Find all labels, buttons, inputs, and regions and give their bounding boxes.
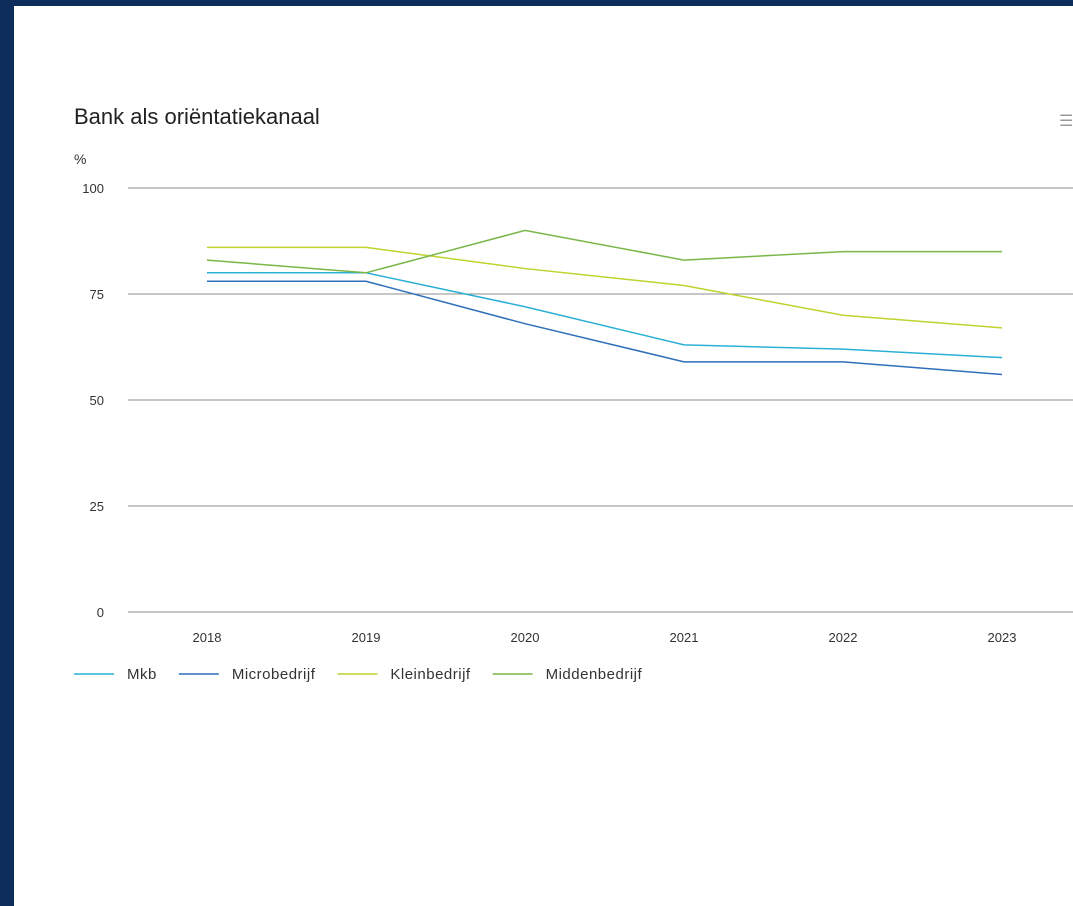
- y-tick-label: 50: [90, 393, 104, 408]
- y-tick-label: 25: [90, 499, 104, 514]
- x-tick-label: 2020: [511, 630, 540, 645]
- chart-panel: [14, 6, 1073, 906]
- legend-item-microbedrijf[interactable]: Microbedrijf: [178, 666, 316, 683]
- y-axis-unit: %: [74, 151, 86, 167]
- y-tick-label: 0: [97, 605, 104, 620]
- legend-label: Mkb: [127, 666, 157, 683]
- y-tick-label: 75: [90, 287, 104, 302]
- legend-label: Microbedrijf: [232, 666, 316, 683]
- series-line-kleinbedrijf[interactable]: [207, 246, 1003, 329]
- menu-icon[interactable]: ☰: [1059, 114, 1073, 130]
- series-line-microbedrijf[interactable]: [207, 280, 1003, 376]
- x-tick-label: 2018: [193, 630, 222, 645]
- series-line-mkb[interactable]: [207, 272, 1003, 359]
- x-tick-label: 2023: [988, 630, 1017, 645]
- x-tick-label: 2021: [670, 630, 699, 645]
- series-line-middenbedrijf[interactable]: [206, 229, 1002, 274]
- legend-item-kleinbedrijf[interactable]: Kleinbedrijf: [337, 666, 471, 683]
- chart-title: Bank als oriëntatiekanaal: [74, 104, 320, 129]
- x-tick-label: 2022: [829, 630, 858, 645]
- x-tick-label: 2019: [352, 630, 381, 645]
- legend-item-mkb[interactable]: Mkb: [74, 666, 157, 683]
- legend-item-middenbedrijf[interactable]: Middenbedrijf: [492, 666, 643, 683]
- legend-label: Kleinbedrijf: [390, 666, 471, 683]
- legend-label: Middenbedrijf: [546, 666, 643, 683]
- y-tick-label: 100: [82, 181, 104, 196]
